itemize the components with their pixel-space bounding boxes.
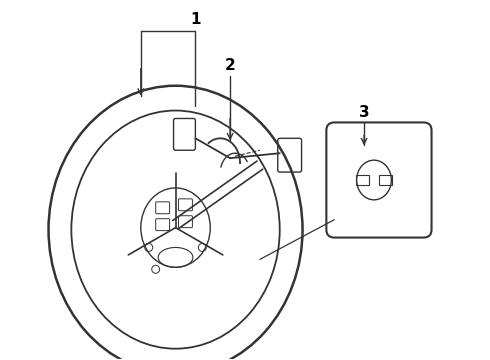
Text: 1: 1 [190,12,200,27]
Text: 3: 3 [359,105,369,120]
Text: 2: 2 [225,58,236,73]
